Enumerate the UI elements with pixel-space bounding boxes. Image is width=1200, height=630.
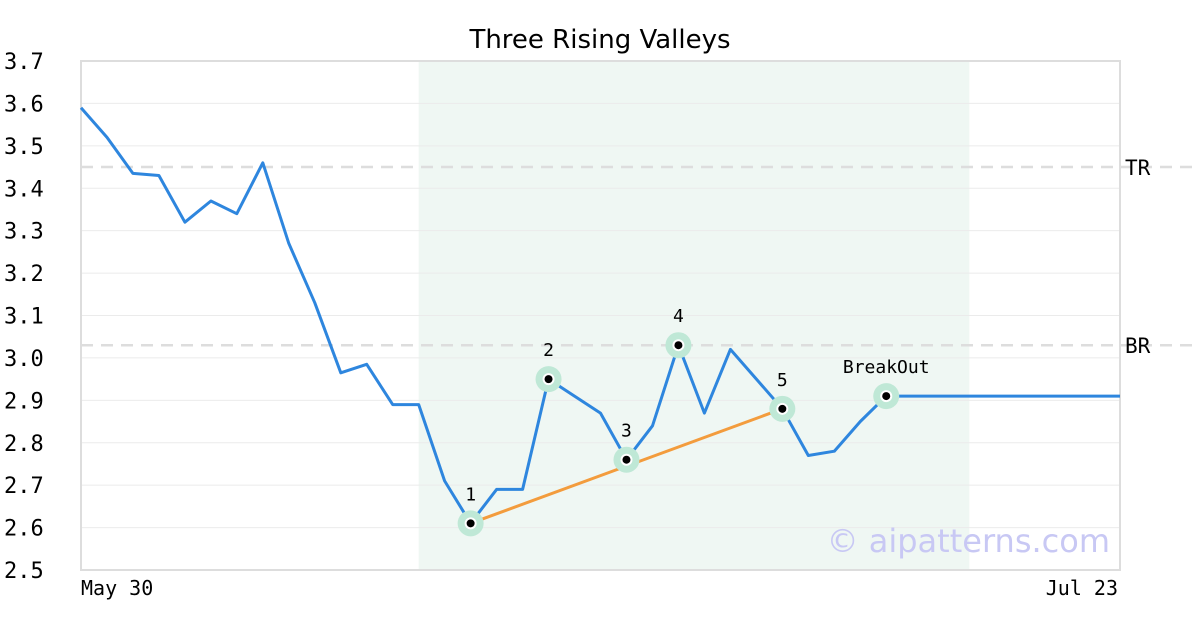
point-label: 2 xyxy=(543,340,554,361)
chart-title: Three Rising Valleys xyxy=(468,25,730,55)
y-tick-label: 3.2 xyxy=(4,262,44,287)
point-marker xyxy=(544,375,553,384)
y-tick-label: 2.8 xyxy=(4,432,44,457)
y-tick-label: 3.0 xyxy=(4,347,44,372)
y-tick-label: 3.5 xyxy=(4,135,44,160)
y-tick-label: 3.4 xyxy=(4,177,44,202)
plot-frame xyxy=(80,60,1121,571)
y-tick-label: 2.6 xyxy=(4,517,44,542)
y-tick-label: 3.6 xyxy=(4,92,44,117)
y-tick-label: 3.1 xyxy=(4,305,44,330)
y-tick-label: 3.7 xyxy=(4,50,44,75)
x-tick-label: May 30 xyxy=(81,576,153,600)
y-tick-label: 2.9 xyxy=(4,389,44,414)
point-label: 1 xyxy=(465,484,476,505)
point-marker xyxy=(674,341,683,350)
point-marker xyxy=(882,392,891,401)
x-tick-label: Jul 23 xyxy=(1046,576,1118,600)
y-tick-label: 2.7 xyxy=(4,474,44,499)
reference-line-label: TR xyxy=(1125,156,1151,180)
point-label: 5 xyxy=(777,370,788,391)
point-marker xyxy=(778,404,787,413)
point-label: BreakOut xyxy=(843,357,930,378)
point-label: 4 xyxy=(673,306,684,327)
point-marker xyxy=(622,455,631,464)
point-marker xyxy=(466,519,475,528)
reference-line-label: BR xyxy=(1125,334,1151,358)
price-line xyxy=(79,106,1120,525)
y-tick-label: 3.3 xyxy=(4,220,44,245)
y-tick-label: 2.5 xyxy=(4,559,44,584)
watermark: © aipatterns.com xyxy=(827,522,1110,560)
point-label: 3 xyxy=(621,421,632,442)
